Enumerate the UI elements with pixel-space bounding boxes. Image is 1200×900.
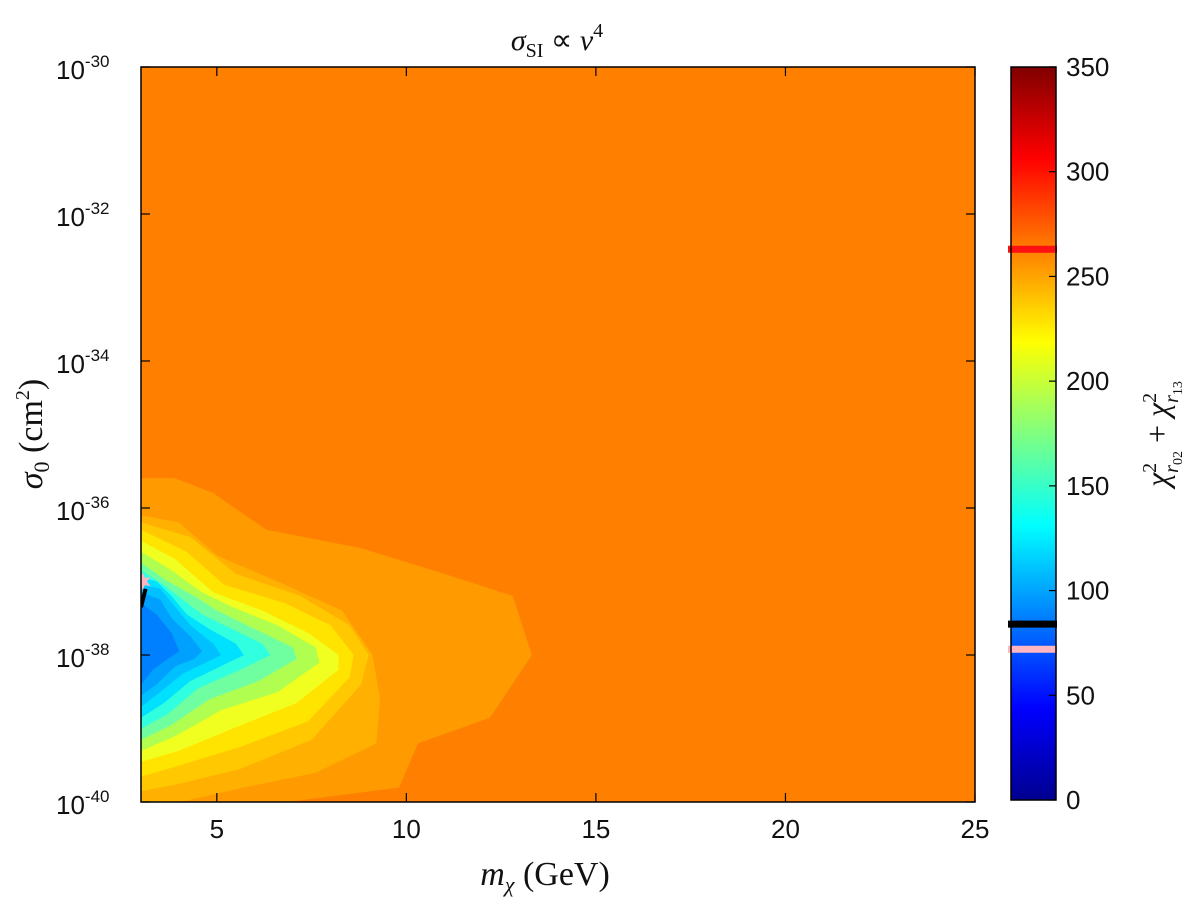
contour-fills [141,67,975,802]
colorbar-tick-label: 350 [1066,52,1109,82]
colorbar-tick-label: 50 [1066,680,1095,710]
colorbar-tick-label: 200 [1066,366,1109,396]
chart-title: σSI ∝ v4 [511,20,603,62]
y-tick-label: 10-32 [56,199,110,232]
x-axis-label: mχ (GeV) [480,856,610,897]
plot-frame [140,66,976,803]
contour-level-90 [141,603,180,685]
y-tick-label: 10-40 [56,787,110,820]
colorbar-tick-label: 300 [1066,157,1109,187]
best-fit-star-marker [141,572,151,591]
colorbar-label: χ2r02 + χ2r13 [1139,381,1186,490]
colorbar-gradient [1011,67,1056,800]
x-tick-label: 5 [210,814,224,844]
colorbar-tick-label: 150 [1066,471,1109,501]
contour-line-marker [141,588,148,608]
y-tick-label: 10-38 [56,640,110,673]
y-tick-label: 10-36 [56,493,110,526]
colorbar-tick-label: 0 [1066,785,1080,815]
colorbar-frame [1010,66,1057,801]
colorbar-tick-label: 100 [1066,576,1109,606]
y-axis-label: σ0 (cm2) [12,379,54,489]
y-tick-label: 10-34 [56,346,110,379]
x-tick-label: 10 [392,814,421,844]
y-axis-ticks: 10-40 10-38 10-36 10-34 10-32 10-30 [56,52,975,820]
x-tick-label: 20 [771,814,800,844]
x-tick-label: 25 [961,814,990,844]
y-tick-label: 10-30 [56,52,110,85]
plot-markers [141,572,151,608]
x-axis-ticks: 5 10 15 20 25 [210,67,990,844]
plot-area: 5 10 15 20 25 10-40 10-38 10-36 10-34 10-32 10-30 [56,52,989,844]
x-tick-label: 15 [581,814,610,844]
colorbar: 0 50 100 150 200 250 300 350 [1008,52,1109,815]
colorbar-markers [1008,245,1057,653]
colorbar-tick-label: 250 [1066,261,1109,291]
colorbar-ticks: 0 50 100 150 200 250 300 350 [1049,52,1109,815]
